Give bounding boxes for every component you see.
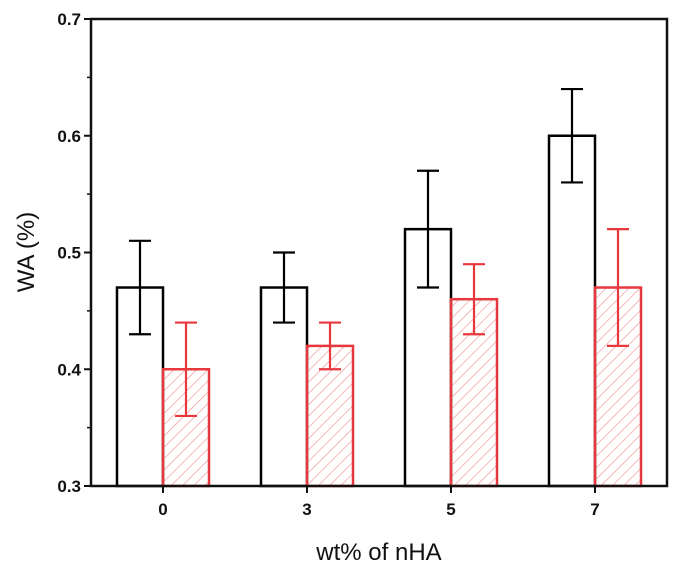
x-tick-labels: 0 3 5 7: [158, 500, 599, 519]
y-tick-label-0.7: 0.7: [57, 10, 81, 29]
x-axis-title: wt% of nHA: [315, 539, 441, 566]
x-tick-label-7: 7: [590, 500, 599, 519]
bar-series-1-7: [547, 134, 597, 488]
y-tick-label-0.4: 0.4: [57, 360, 81, 379]
x-tick-label-5: 5: [446, 500, 455, 519]
y-tick-label-0.5: 0.5: [57, 244, 81, 263]
x-tick-label-0: 0: [158, 500, 167, 519]
x-tick-label-3: 3: [302, 500, 311, 519]
y-tick-labels: 0.3 0.4 0.5 0.6 0.7: [57, 10, 81, 496]
y-axis-title: WA (%): [13, 212, 40, 292]
y-tick-label-0.6: 0.6: [57, 127, 81, 146]
y-tick-label-0.3: 0.3: [57, 477, 81, 496]
bars-layer: [115, 87, 643, 488]
ticks-layer: [84, 18, 596, 493]
